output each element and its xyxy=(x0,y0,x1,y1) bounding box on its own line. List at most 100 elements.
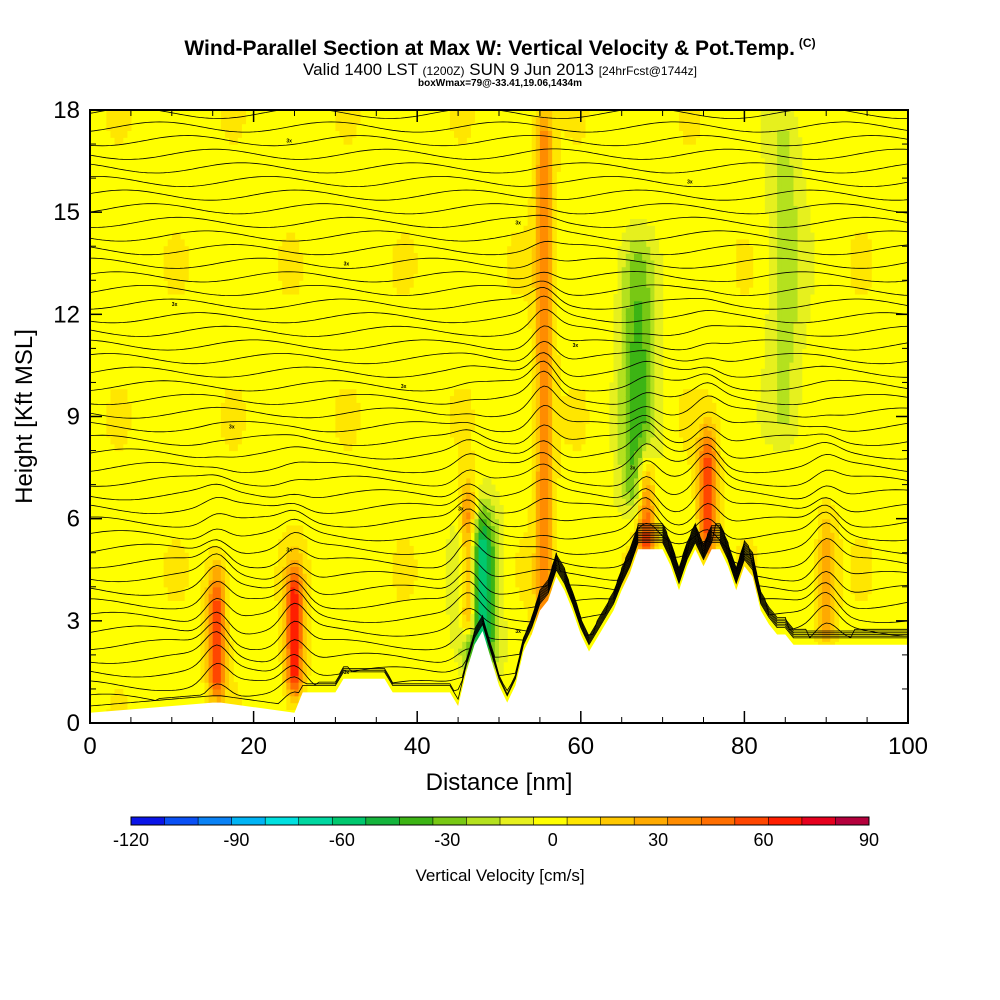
velocity-cell xyxy=(822,607,827,615)
velocity-cell xyxy=(773,430,778,438)
velocity-cell xyxy=(687,436,692,445)
velocity-cell xyxy=(625,225,631,234)
velocity-cell xyxy=(543,539,549,547)
velocity-cell xyxy=(298,253,304,261)
velocity-cell xyxy=(302,641,308,649)
velocity-cell xyxy=(543,389,549,397)
velocity-cell xyxy=(699,409,705,418)
velocity-cell xyxy=(519,280,525,288)
velocity-cell xyxy=(494,648,500,656)
velocity-cell xyxy=(167,253,173,261)
velocity-cell xyxy=(740,253,745,261)
velocity-cell xyxy=(789,362,795,370)
velocity-cell xyxy=(613,368,619,377)
velocity-cell xyxy=(793,150,799,159)
velocity-cell xyxy=(523,600,529,608)
velocity-cell xyxy=(543,280,549,288)
velocity-cell xyxy=(523,273,529,281)
velocity-cell xyxy=(531,396,537,404)
velocity-cell xyxy=(768,307,774,315)
velocity-cell xyxy=(519,266,525,275)
velocity-cell xyxy=(282,532,287,540)
velocity-cell xyxy=(773,375,778,384)
velocity-cell xyxy=(531,137,537,145)
velocity-cell xyxy=(454,402,459,411)
velocity-cell xyxy=(298,648,304,656)
velocity-cell xyxy=(621,436,627,445)
velocity-cell xyxy=(744,266,750,275)
velocity-cell xyxy=(535,396,541,404)
velocity-cell xyxy=(396,273,402,281)
velocity-cell xyxy=(229,416,234,424)
velocity-cell xyxy=(543,253,549,261)
velocity-cell xyxy=(392,566,398,574)
velocity-cell xyxy=(220,620,226,629)
velocity-cell xyxy=(638,450,643,458)
velocity-cell xyxy=(179,259,185,268)
velocity-cell xyxy=(777,382,782,390)
velocity-cell xyxy=(838,566,844,574)
velocity-cell xyxy=(858,273,864,281)
velocity-cell xyxy=(347,389,353,397)
velocity-cell xyxy=(617,355,623,363)
velocity-cell xyxy=(773,341,778,349)
velocity-cell xyxy=(237,389,242,397)
velocity-cell xyxy=(458,511,463,520)
velocity-cell xyxy=(449,627,455,636)
velocity-cell xyxy=(650,300,656,309)
velocity-cell xyxy=(830,600,835,608)
velocity-cell xyxy=(548,477,553,486)
velocity-cell xyxy=(801,253,807,261)
velocity-cell xyxy=(556,137,561,145)
velocity-cell xyxy=(764,171,770,179)
velocity-cell xyxy=(781,198,786,206)
velocity-cell xyxy=(773,130,778,138)
velocity-cell xyxy=(499,559,504,567)
velocity-cell xyxy=(793,314,799,322)
velocity-cell xyxy=(629,498,635,506)
velocity-cell xyxy=(466,532,471,540)
velocity-cell xyxy=(552,130,557,138)
velocity-cell xyxy=(568,416,574,424)
velocity-cell xyxy=(572,123,578,132)
velocity-cell xyxy=(478,539,484,547)
velocity-cell xyxy=(392,280,398,288)
velocity-cell xyxy=(625,416,631,424)
velocity-cell xyxy=(642,300,647,309)
velocity-cell xyxy=(858,573,864,581)
velocity-cell xyxy=(216,620,222,629)
velocity-cell xyxy=(110,409,116,418)
velocity-cell xyxy=(233,116,238,125)
velocity-cell xyxy=(625,511,631,520)
velocity-cell xyxy=(167,593,173,601)
velocity-cell xyxy=(302,648,308,656)
velocity-cell xyxy=(867,552,872,561)
velocity-cell xyxy=(658,443,664,452)
velocity-cell xyxy=(678,110,684,118)
velocity-cell xyxy=(171,232,177,241)
velocity-cell xyxy=(224,116,230,125)
velocity-cell xyxy=(200,614,206,622)
velocity-cell xyxy=(494,579,500,588)
velocity-cell xyxy=(560,110,566,118)
velocity-cell xyxy=(220,110,226,118)
velocity-cell xyxy=(552,450,557,458)
velocity-cell xyxy=(527,566,533,574)
velocity-cell xyxy=(863,246,868,254)
velocity-cell xyxy=(543,246,549,254)
velocity-cell xyxy=(633,457,639,465)
velocity-cell xyxy=(539,157,545,166)
velocity-cell xyxy=(638,246,643,254)
velocity-cell xyxy=(813,579,819,588)
velocity-cell xyxy=(548,511,553,520)
velocity-cell xyxy=(781,423,786,431)
velocity-cell xyxy=(548,430,553,438)
velocity-cell xyxy=(527,559,533,567)
velocity-cell xyxy=(650,511,656,520)
velocity-cell xyxy=(773,280,778,288)
velocity-cell xyxy=(633,416,639,424)
velocity-cell xyxy=(621,511,627,520)
velocity-cell xyxy=(838,600,844,608)
velocity-cell xyxy=(818,505,823,513)
velocity-cell xyxy=(118,130,124,138)
